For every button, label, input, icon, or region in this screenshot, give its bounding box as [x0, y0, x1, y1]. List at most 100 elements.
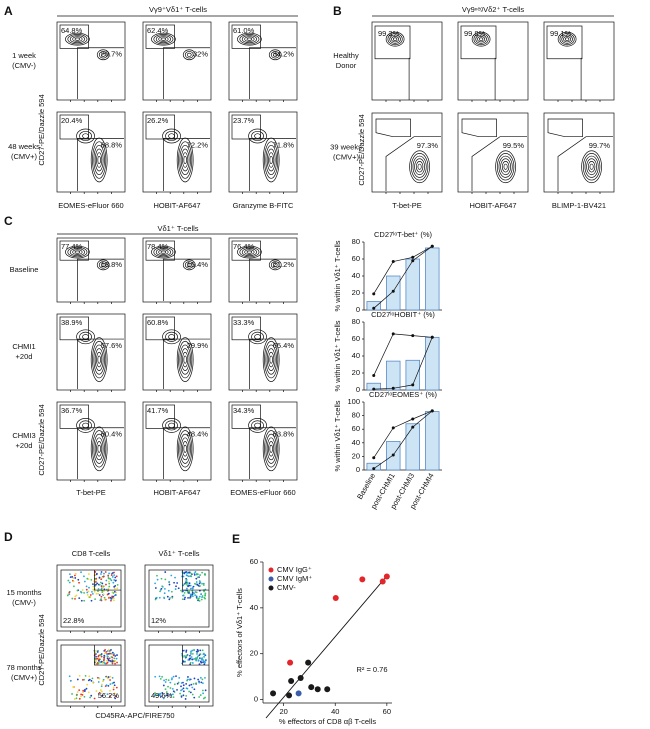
- event-dot: [82, 689, 85, 692]
- contour: [151, 32, 176, 46]
- event-dot: [100, 578, 103, 581]
- event-dot: [186, 678, 189, 681]
- contour: [237, 245, 262, 259]
- event-dot: [107, 574, 110, 577]
- gate: [182, 570, 209, 591]
- contour: [180, 348, 190, 371]
- contour: [94, 437, 104, 461]
- event-dot: [190, 656, 193, 658]
- event-dot: [182, 660, 185, 663]
- donor-line: [373, 333, 433, 376]
- event-dot: [169, 681, 172, 684]
- x-tick-label: 20: [279, 707, 287, 716]
- event-dot: [107, 655, 109, 658]
- event-dot: [94, 598, 97, 601]
- event-dot: [95, 658, 97, 661]
- event-dot: [203, 596, 206, 599]
- event-dot: [84, 675, 87, 677]
- event-dot: [187, 659, 190, 661]
- event-dot: [204, 689, 207, 692]
- event-dot: [168, 583, 171, 586]
- y-tick-label: 80: [352, 237, 360, 246]
- event-dot: [108, 585, 111, 588]
- event-dot: [71, 575, 74, 578]
- event-dot: [154, 582, 156, 585]
- event-dot: [77, 578, 80, 581]
- gate-percent: 22.8%: [63, 616, 85, 625]
- row-label: 48 weeks: [8, 142, 40, 151]
- column-title: CD8 T-cells: [72, 549, 111, 558]
- event-dot: [201, 582, 203, 585]
- bar: [425, 247, 440, 311]
- event-dot: [76, 678, 79, 681]
- point: [297, 675, 304, 682]
- event-dot: [184, 698, 187, 700]
- event-dot: [95, 650, 97, 652]
- event-dot: [188, 690, 191, 693]
- event-dot: [100, 585, 103, 588]
- gate: [60, 569, 122, 628]
- event-dot: [198, 663, 201, 665]
- event-dot: [69, 680, 72, 682]
- contour: [168, 133, 175, 139]
- y-tick-label: 0: [356, 305, 360, 314]
- contour: [82, 334, 89, 340]
- point: [324, 686, 331, 693]
- event-dot: [204, 592, 207, 595]
- event-dot: [96, 582, 99, 585]
- event-dot: [68, 593, 71, 596]
- row-label: 1 week: [12, 51, 36, 60]
- contour: [92, 430, 107, 468]
- contour: [268, 49, 282, 61]
- event-dot: [97, 681, 100, 683]
- contour: [165, 331, 178, 342]
- event-dot: [182, 694, 185, 697]
- y-tick-label: 40: [250, 603, 258, 612]
- event-dot: [159, 692, 162, 695]
- event-dot: [188, 591, 190, 594]
- event-dot: [69, 576, 72, 579]
- plot-frame: [228, 111, 298, 193]
- y-axis-label: % effectors of Vδ1⁺ T-cells: [235, 588, 244, 677]
- event-dot: [165, 678, 168, 681]
- event-dot: [93, 590, 96, 593]
- event-dot: [154, 694, 157, 697]
- event-dot: [113, 574, 116, 577]
- event-dot: [106, 659, 108, 662]
- point: [332, 594, 339, 601]
- event-dot: [197, 650, 200, 652]
- contour: [165, 130, 178, 142]
- event-dot: [167, 693, 169, 695]
- event-dot: [109, 675, 112, 678]
- event-dot: [159, 677, 162, 680]
- point: [314, 686, 321, 693]
- gate: [148, 644, 210, 703]
- gate-percent: 64.8%: [61, 26, 83, 35]
- event-dot: [71, 597, 74, 600]
- event-dot: [174, 576, 176, 579]
- event-dot: [107, 658, 110, 661]
- event-dot: [204, 573, 207, 576]
- gate-percent: 18.8%: [101, 260, 123, 269]
- event-dot: [89, 696, 91, 699]
- gate: [547, 118, 583, 138]
- event-dot: [200, 681, 203, 684]
- x-tick-label: 60: [383, 707, 391, 716]
- event-dot: [112, 595, 115, 598]
- event-dot: [185, 683, 188, 685]
- contour: [251, 331, 264, 342]
- contour: [561, 34, 573, 44]
- gate-percent: 41.7%: [147, 406, 169, 415]
- event-dot: [107, 577, 110, 579]
- event-dot: [164, 588, 166, 590]
- event-dot: [76, 691, 79, 693]
- event-dot: [171, 596, 174, 599]
- gate-percent: 36.7%: [61, 406, 83, 415]
- event-dot: [204, 677, 206, 679]
- event-dot: [203, 660, 206, 663]
- donor-line: [373, 337, 433, 390]
- event-dot: [100, 653, 103, 655]
- contour: [76, 329, 95, 345]
- contour: [387, 33, 403, 46]
- event-dot: [183, 592, 186, 594]
